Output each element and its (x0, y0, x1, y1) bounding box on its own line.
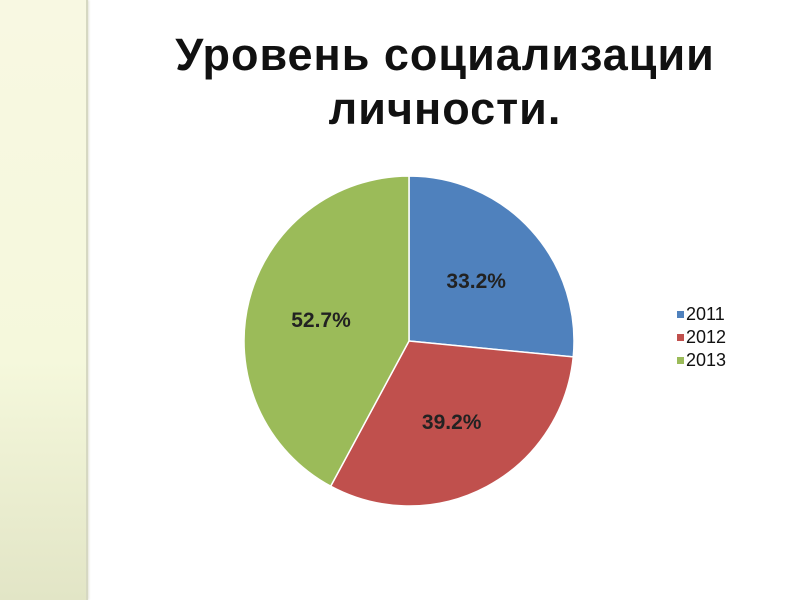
legend-label: 2013 (686, 350, 727, 370)
pie-slice-2012 (329, 340, 575, 507)
legend-label: 2011 (686, 304, 725, 324)
data-label-2013: 52.7% (291, 309, 351, 332)
data-label-2012: 39.2% (422, 411, 482, 434)
data-label-2011: 33.2% (446, 270, 506, 293)
legend-swatch (677, 357, 684, 364)
legend-item-2012: 2012 (677, 326, 726, 349)
legend: 2011 2012 2013 (677, 303, 726, 372)
pie-slice-2013 (243, 175, 410, 488)
chart-title: Уровень социализации личности. (175, 29, 715, 134)
legend-swatch (677, 334, 684, 341)
legend-swatch (677, 311, 684, 318)
pie-slice-2011 (408, 175, 575, 358)
legend-item-2013: 2013 (677, 349, 726, 372)
legend-label: 2012 (686, 327, 727, 347)
slide-sidebar-decoration (0, 0, 88, 600)
legend-item-2011: 2011 (677, 303, 726, 326)
